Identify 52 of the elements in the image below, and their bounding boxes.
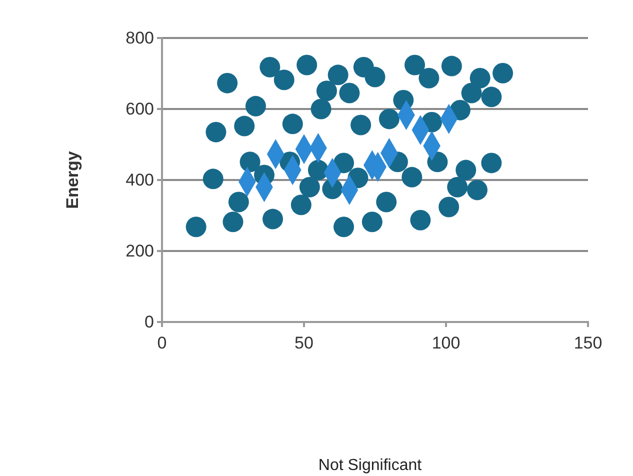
y-tick-label: 800	[126, 28, 154, 48]
point	[274, 70, 294, 90]
x-tick-label: 100	[432, 334, 460, 353]
point	[438, 196, 460, 218]
y-tick-label: 400	[126, 170, 154, 190]
point	[378, 108, 400, 130]
point	[402, 166, 422, 188]
y-axis-title: Energy	[63, 150, 82, 209]
point	[296, 54, 318, 76]
point	[441, 56, 462, 76]
x-tick-label: 150	[574, 334, 602, 353]
point	[328, 64, 348, 86]
point	[228, 192, 249, 212]
point	[418, 68, 440, 88]
x-tick-label: 0	[157, 334, 167, 353]
point	[481, 86, 502, 108]
point	[290, 194, 312, 216]
point	[492, 62, 514, 84]
point	[466, 180, 488, 200]
point	[217, 72, 238, 94]
point	[334, 152, 354, 174]
y-tick-label: 0	[144, 312, 154, 332]
point	[260, 56, 280, 78]
point	[186, 216, 206, 238]
text: Not Significant	[318, 457, 422, 474]
point	[282, 114, 303, 134]
point	[234, 116, 255, 136]
point	[240, 152, 260, 172]
point	[461, 82, 482, 104]
point	[376, 192, 397, 212]
point	[364, 66, 386, 88]
point	[481, 152, 502, 174]
point	[470, 68, 490, 88]
point	[410, 210, 431, 230]
point	[262, 208, 284, 230]
point	[404, 54, 426, 76]
point	[245, 96, 266, 116]
point	[299, 176, 320, 198]
y-tick-label: 200	[126, 241, 154, 260]
point	[310, 98, 332, 120]
point	[206, 122, 226, 142]
point	[350, 114, 372, 136]
point	[316, 80, 337, 102]
point	[202, 168, 224, 190]
point	[447, 176, 468, 198]
point	[339, 82, 360, 104]
x-tick-label: 50	[294, 334, 314, 353]
point	[222, 212, 244, 232]
point	[334, 216, 354, 238]
y-tick-label: 600	[126, 99, 154, 118]
point	[456, 160, 476, 180]
point	[362, 212, 382, 232]
